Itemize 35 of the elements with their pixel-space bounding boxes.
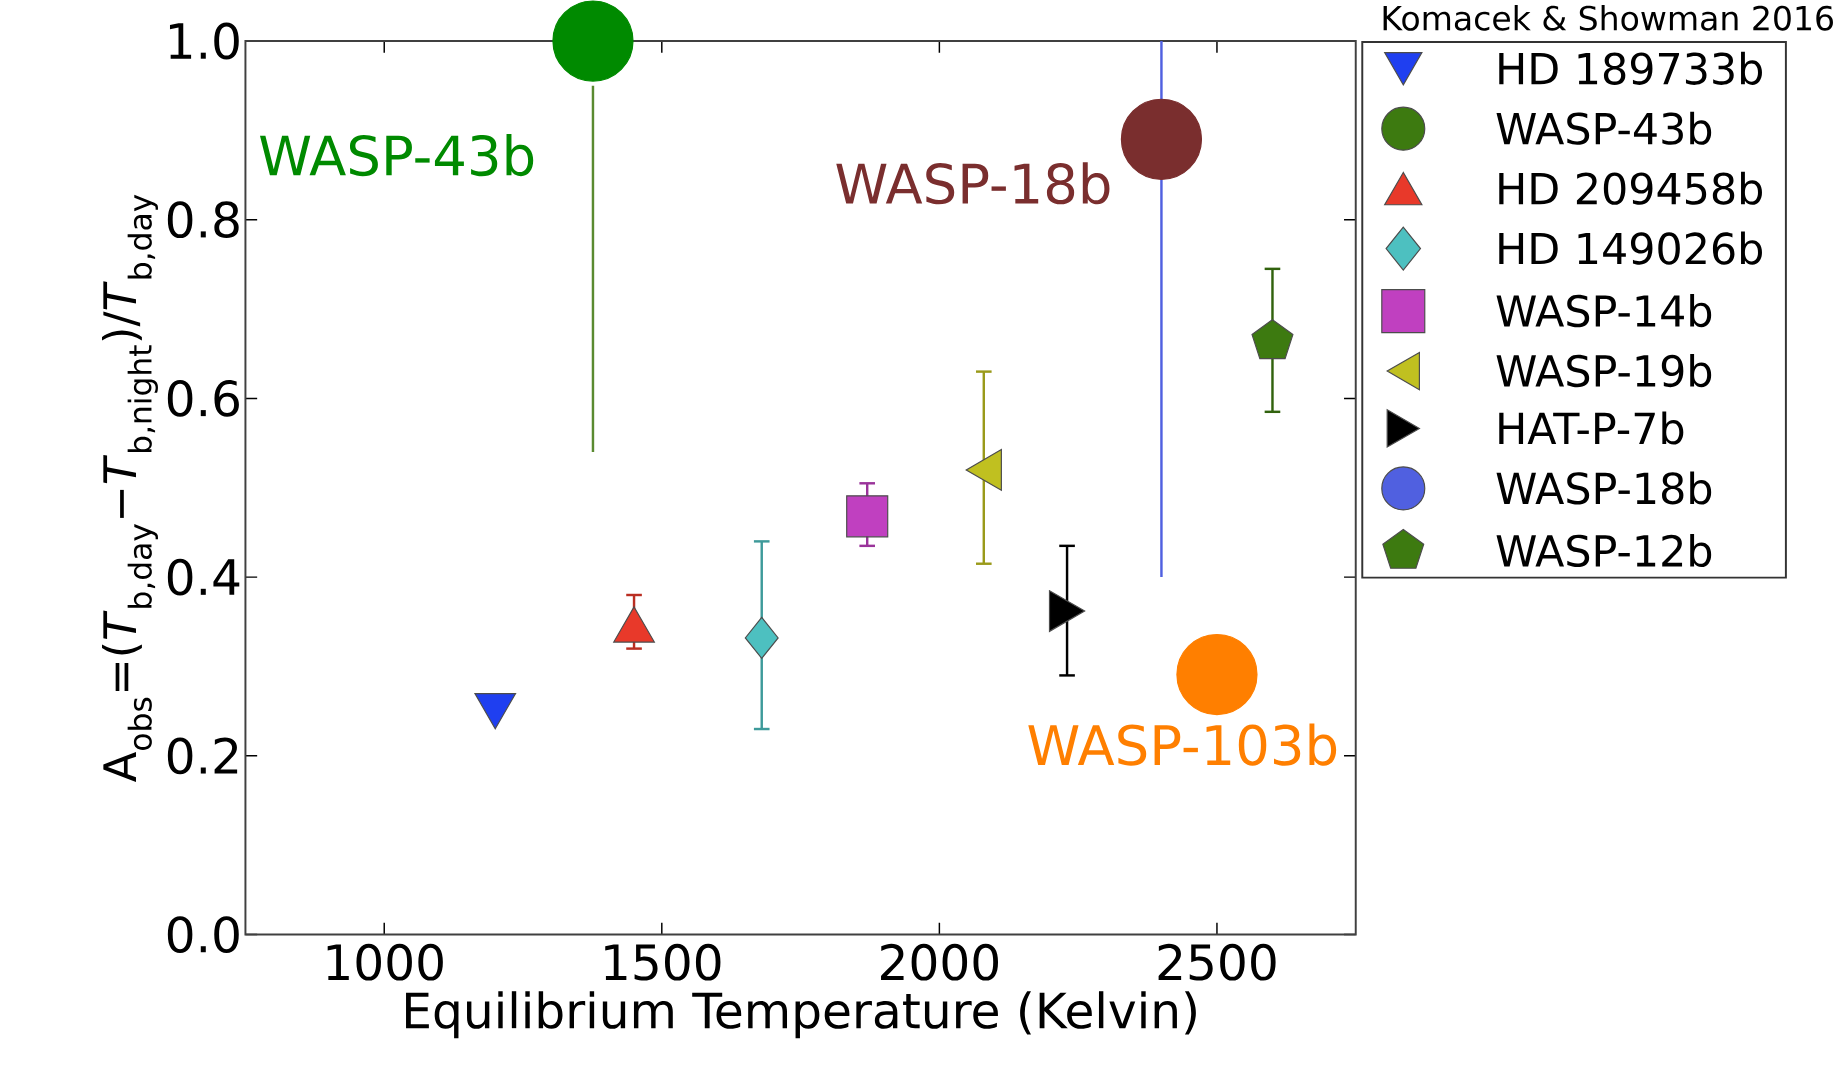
legend-label: WASP-14b [1496, 294, 1712, 328]
point [1176, 633, 1258, 716]
legend-label: HD 149026b [1499, 231, 1762, 265]
annotation: WASP-18b [836, 162, 1110, 205]
legend-label: WASP-12b [1496, 533, 1712, 568]
point [474, 692, 517, 730]
y-tick-label: 0.6 [167, 380, 239, 417]
point [1048, 590, 1086, 632]
legend-label: WASP-18b [1496, 471, 1712, 505]
x-tick-label: 1500 [605, 943, 721, 981]
legend-label: WASP-19b [1496, 354, 1712, 388]
text: Komacek & Showman 2016 [1383, 5, 1833, 31]
point [552, 0, 634, 82]
point [965, 449, 1002, 491]
annotation: WASP-103b [1028, 723, 1337, 766]
legend-label: HAT-P-7b [1499, 411, 1684, 445]
point [744, 616, 779, 659]
x-tick-label: 2000 [881, 943, 999, 981]
x-axis-title: Equilibrium Temperature (Kelvin) [406, 991, 1196, 1039]
x-tick-label: 1000 [327, 943, 443, 981]
point [846, 495, 889, 538]
x-tick-label: 2500 [1158, 943, 1276, 981]
y-tick-label: 0.4 [167, 558, 240, 596]
y-tick-label: 1.0 [169, 22, 239, 60]
point [613, 606, 655, 643]
point [1251, 319, 1294, 360]
legend-label: WASP-43b [1496, 111, 1712, 145]
legend-label: HD 189733b [1499, 51, 1762, 85]
legend-label: HD 209458b [1499, 171, 1762, 205]
y-tick-label: 0.0 [167, 916, 239, 953]
point [1120, 98, 1203, 180]
text: A$_{obs}$=(T$_{b,day}$−T$_{b,night}$)/T$_{b,day}$ [102, 194, 158, 782]
y-tick-label: 0.8 [167, 201, 239, 239]
annotation: WASP-43b [259, 133, 534, 177]
y-tick-label: 0.2 [167, 737, 238, 775]
